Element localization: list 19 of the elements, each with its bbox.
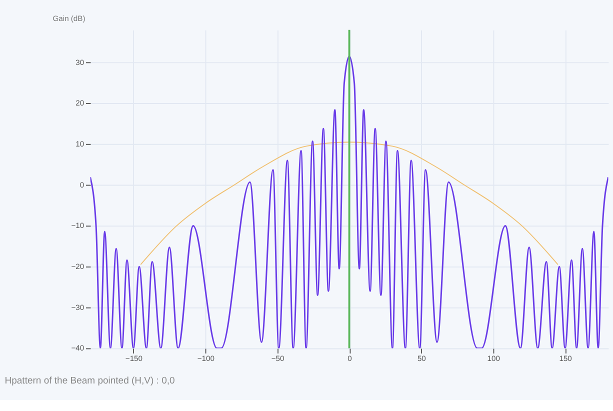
y-axis-title: Gain (dB) — [52, 14, 86, 23]
x-tick-label: 50 — [417, 354, 426, 364]
y-tick-label: −10 — [71, 221, 84, 230]
y-tick-label: −30 — [71, 302, 84, 312]
y-tick-label: 10 — [76, 140, 84, 149]
y-tick-label: −40 — [71, 344, 84, 353]
text: Hpattern of the Beam pointed (H,V) : 0,0 — [4, 375, 175, 386]
x-tick-label: 0 — [348, 354, 352, 364]
x-tick-label: 100 — [487, 354, 500, 364]
line-series — [140, 142, 558, 266]
y-tick-label: 20 — [76, 98, 84, 108]
x-tick-label: −50 — [271, 354, 284, 364]
y-tick-label: 30 — [76, 58, 84, 67]
line-series — [90, 56, 608, 348]
x-tick-label: 150 — [559, 354, 572, 364]
y-tick-label: 0 — [80, 180, 84, 190]
x-tick-label: −100 — [197, 354, 214, 364]
y-tick-label: −20 — [71, 262, 84, 271]
x-tick-label: −150 — [125, 354, 142, 364]
